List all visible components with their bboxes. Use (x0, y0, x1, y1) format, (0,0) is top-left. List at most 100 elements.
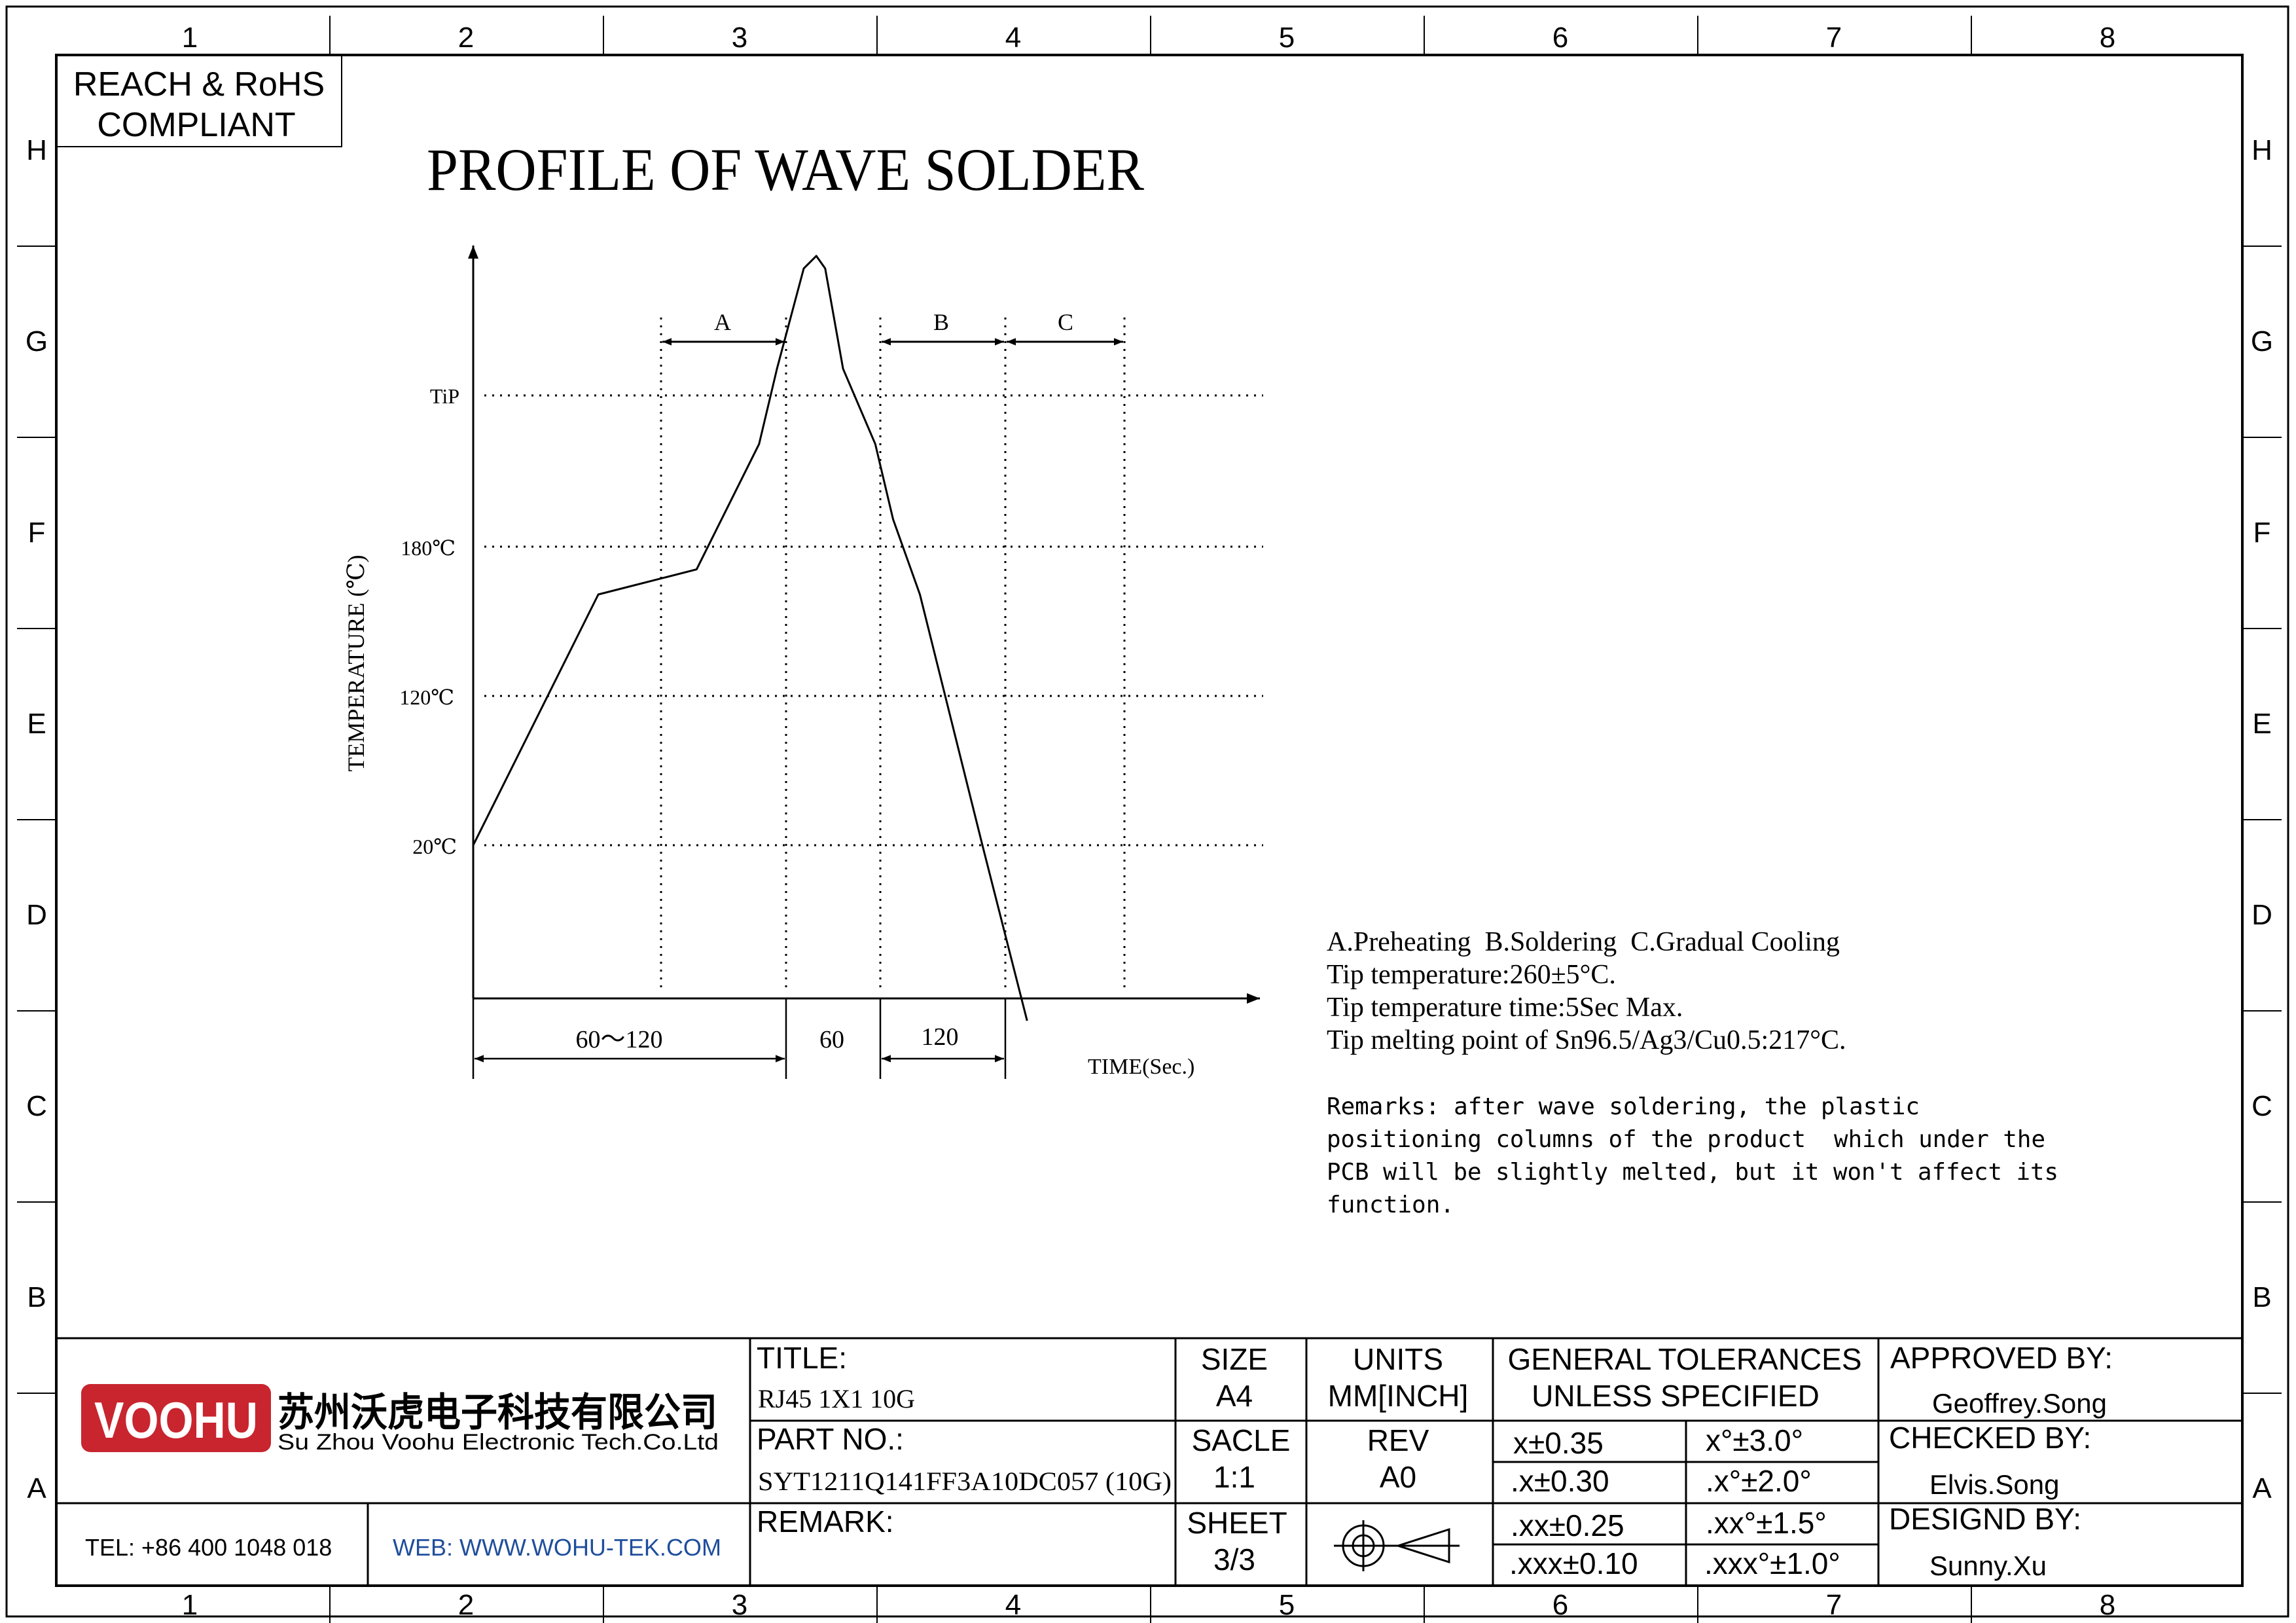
units-label: UNITS (1353, 1342, 1443, 1376)
zone-row-left: C (26, 1090, 47, 1122)
zone-row-right: G (2251, 325, 2273, 357)
tolerances-title: GENERAL TOLERANCES (1507, 1342, 1861, 1376)
zone-row-left: D (26, 899, 47, 931)
checked-by-name: Elvis.Song (1929, 1469, 2059, 1500)
page-title: PROFILE OF WAVE SOLDER (427, 136, 1145, 203)
note-line: A.Preheating B.Soldering C.Gradual Cooli… (1327, 927, 1840, 957)
y-tick-label: 120℃ (399, 685, 454, 709)
zone-col-bottom: 2 (458, 1589, 474, 1621)
zone-col-top: 6 (1552, 22, 1568, 54)
zone-col-bottom: 3 (732, 1589, 747, 1621)
zone-row-right: D (2251, 899, 2272, 931)
size-value: A4 (1216, 1379, 1253, 1413)
projection-symbol-icon (1334, 1520, 1460, 1571)
zone-col-top: 2 (458, 22, 474, 54)
remark-line: PCB will be slightly melted, but it won'… (1327, 1159, 2058, 1186)
zone-col-top: 4 (1005, 22, 1021, 54)
zone-col-top: 3 (732, 22, 747, 54)
solder-profile-chart: TiP 180℃ 120℃ 20℃ TEMPERATURE (℃) A B C (343, 246, 1263, 1079)
zone-col-bottom: 6 (1552, 1589, 1568, 1621)
remark-line: positioning columns of the product which… (1327, 1126, 2045, 1153)
approved-by-label: APPROVED BY: (1890, 1341, 2113, 1375)
logo-badge (81, 1384, 271, 1452)
company-logo: VOOHU 苏州沃虎电子科技有限公司 Su Zhou Voohu Electro… (81, 1384, 719, 1455)
designed-by-name: Sunny.Xu (1929, 1550, 2047, 1581)
tolerance-angular: .x°±2.0° (1706, 1464, 1812, 1498)
company-name-cn: 苏州沃虎电子科技有限公司 (278, 1391, 717, 1434)
zone-row-right: H (2251, 134, 2272, 166)
zone-row-right: C (2251, 1090, 2272, 1122)
tolerances-subtitle: UNLESS SPECIFIED (1532, 1379, 1820, 1413)
time-segment-label: 60～120 (575, 1026, 662, 1053)
compliance-line-1: REACH & RoHS (73, 65, 325, 103)
zone-c-label: C (1058, 309, 1073, 335)
zone-row-left: G (26, 325, 48, 357)
rev-label: REV (1367, 1423, 1429, 1457)
time-segment-label: 60 (819, 1026, 844, 1053)
zone-row-right: A (2252, 1472, 2272, 1504)
tel-text: TEL: +86 400 1048 018 (85, 1534, 332, 1561)
zone-col-top: 5 (1279, 22, 1295, 54)
outer-frame (5, 5, 2289, 1618)
y-axis-title: TEMPERATURE (℃) (343, 555, 369, 771)
zone-row-right: E (2252, 708, 2271, 740)
remark-line: function. (1327, 1192, 1454, 1218)
tolerance-linear: x±0.35 (1513, 1426, 1604, 1460)
note-line: Tip melting point of Sn96.5/Ag3/Cu0.5:21… (1327, 1025, 1846, 1055)
compliance-box: REACH & RoHS COMPLIANT (56, 54, 342, 147)
zone-b-label: B (933, 309, 949, 335)
zone-row-left: H (26, 134, 47, 166)
tolerance-angular: .xxx°±1.0° (1704, 1546, 1840, 1580)
zone-col-top: 8 (2100, 22, 2115, 54)
title-label: TITLE: (757, 1341, 847, 1375)
remarks: Remarks: after wave soldering, the plast… (1327, 1093, 2058, 1218)
zone-col-bottom: 4 (1005, 1589, 1021, 1621)
web-link[interactable]: WEB: WWW.WOHU-TEK.COM (393, 1534, 721, 1561)
y-tick-label: TiP (430, 384, 459, 408)
tolerance-angular: .xx°±1.5° (1706, 1506, 1827, 1540)
sheet-value: 3/3 (1213, 1542, 1255, 1577)
tolerance-linear: .xx±0.25 (1511, 1508, 1624, 1542)
tolerance-angular: x°±3.0° (1706, 1423, 1803, 1457)
time-segment-label: 120 (922, 1023, 959, 1051)
note-line: Tip temperature:260±5°C. (1327, 960, 1616, 990)
zone-row-left: B (27, 1281, 46, 1313)
zone-col-top: 1 (182, 22, 198, 54)
approved-by-name: Geoffrey.Song (1932, 1388, 2107, 1419)
y-tick-label: 20℃ (412, 835, 457, 858)
units-value: MM[INCH] (1328, 1379, 1469, 1413)
y-tick-label: 180℃ (401, 536, 456, 560)
part-no-label: PART NO.: (757, 1422, 904, 1456)
scale-label: SACLE (1192, 1423, 1291, 1457)
x-axis-title: TIME(Sec.) (1088, 1055, 1194, 1079)
note-line: Tip temperature time:5Sec Max. (1327, 993, 1683, 1023)
remark-line: Remarks: after wave soldering, the plast… (1327, 1093, 1920, 1120)
zone-row-left: A (27, 1472, 46, 1504)
checked-by-label: CHECKED BY: (1889, 1421, 2091, 1455)
size-label: SIZE (1201, 1342, 1268, 1376)
scale-value: 1:1 (1213, 1460, 1255, 1494)
temperature-profile-line (472, 255, 1028, 1021)
tolerance-linear: .xxx±0.10 (1509, 1546, 1638, 1580)
zone-col-bottom: 7 (1826, 1589, 1842, 1621)
zone-ticks (17, 16, 2282, 1623)
company-name-en: Su Zhou Voohu Electronic Tech.Co.Ltd (278, 1430, 719, 1455)
compliance-line-2: COMPLIANT (97, 106, 295, 144)
zone-row-right: F (2253, 517, 2271, 549)
zone-row-left: E (27, 708, 46, 740)
designed-by-label: DESIGND BY: (1889, 1502, 2081, 1536)
zone-col-bottom: 1 (182, 1589, 198, 1621)
drawing-border (5, 5, 2289, 1618)
sheet-label: SHEET (1187, 1506, 1287, 1540)
title-value: RJ45 1X1 10G (758, 1384, 915, 1413)
remark-label: REMARK: (757, 1504, 894, 1539)
zone-labels: 1 2 3 4 5 6 7 8 1 2 3 4 5 6 7 8 H G F E … (26, 22, 2273, 1621)
rev-value: A0 (1380, 1460, 1416, 1494)
profile-notes: A.Preheating B.Soldering C.Gradual Cooli… (1327, 927, 1846, 1055)
tolerance-linear: .x±0.30 (1511, 1464, 1609, 1498)
zone-col-bottom: 8 (2100, 1589, 2115, 1621)
zone-row-right: B (2252, 1281, 2271, 1313)
zone-col-bottom: 5 (1279, 1589, 1295, 1621)
zone-row-left: F (28, 517, 46, 549)
logo-wordmark: VOOHU (94, 1391, 258, 1449)
